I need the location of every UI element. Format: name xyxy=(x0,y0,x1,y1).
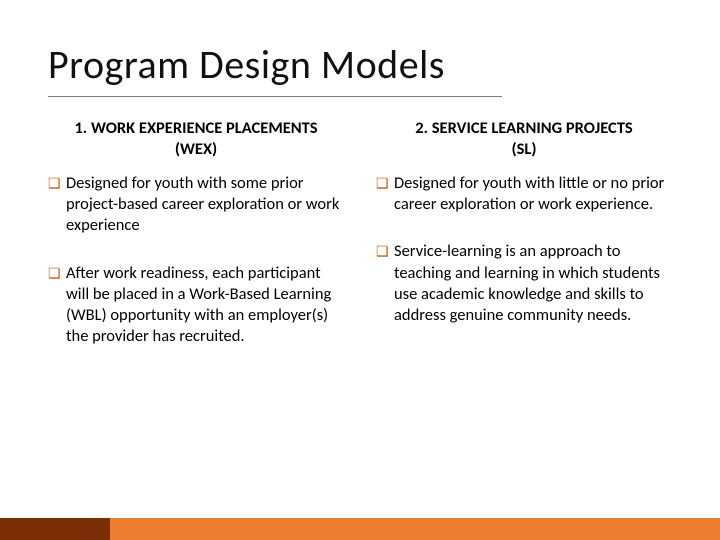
content-columns: 1. WORK EXPERIENCE PLACEMENTS (WEX) ❑ De… xyxy=(48,118,672,373)
slide: Program Design Models 1. WORK EXPERIENCE… xyxy=(0,0,720,540)
bullet-icon: ❑ xyxy=(48,177,61,191)
footer-accent-bar xyxy=(0,518,720,540)
column-left-heading-line2: (WEX) xyxy=(48,139,344,160)
bullet-icon: ❑ xyxy=(376,245,389,259)
column-right-heading-line2: (SL) xyxy=(376,139,672,160)
column-right-heading-line1: 2. SERVICE LEARNING PROJECTS xyxy=(415,118,632,138)
bullet-item: ❑ Service-learning is an approach to tea… xyxy=(376,241,672,325)
bullet-text: Designed for youth with some prior proje… xyxy=(66,173,339,235)
bullet-text: Service-learning is an approach to teach… xyxy=(394,241,660,324)
column-left-heading-line1: 1. WORK EXPERIENCE PLACEMENTS xyxy=(74,118,317,138)
column-right: 2. SERVICE LEARNING PROJECTS (SL) ❑ Desi… xyxy=(376,118,672,373)
column-right-heading: 2. SERVICE LEARNING PROJECTS (SL) xyxy=(376,118,672,159)
bullet-icon: ❑ xyxy=(48,267,61,281)
title-underline xyxy=(48,96,502,97)
footer-light-segment xyxy=(110,518,720,540)
bullet-item: ❑ Designed for youth with some prior pro… xyxy=(48,173,344,236)
bullet-item: ❑ Designed for youth with little or no p… xyxy=(376,173,672,215)
bullet-text: After work readiness, each participant w… xyxy=(66,263,331,346)
bullet-text: Designed for youth with little or no pri… xyxy=(394,173,664,214)
slide-title: Program Design Models xyxy=(48,40,445,89)
column-left: 1. WORK EXPERIENCE PLACEMENTS (WEX) ❑ De… xyxy=(48,118,344,373)
column-left-heading: 1. WORK EXPERIENCE PLACEMENTS (WEX) xyxy=(48,118,344,159)
footer-dark-segment xyxy=(0,518,110,540)
bullet-item: ❑ After work readiness, each participant… xyxy=(48,263,344,347)
bullet-icon: ❑ xyxy=(376,177,389,191)
